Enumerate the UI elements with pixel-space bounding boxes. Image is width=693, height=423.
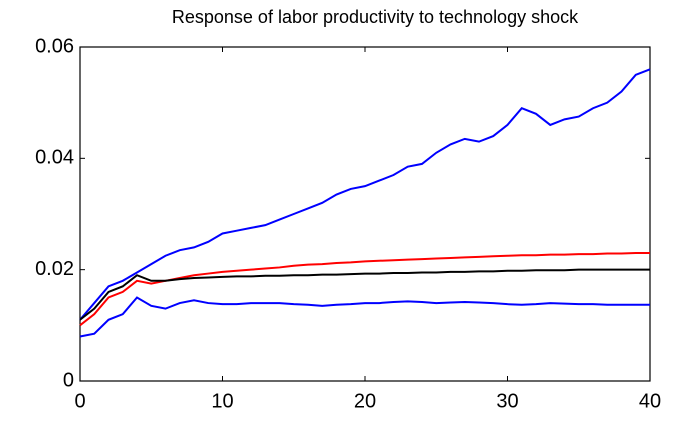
series-line <box>79 68 651 321</box>
x-tick-label: 30 <box>496 390 518 412</box>
series-line <box>79 296 650 338</box>
x-tick-label: 0 <box>74 390 85 412</box>
x-tick-label: 20 <box>354 390 376 412</box>
x-tick-label: 10 <box>211 390 233 412</box>
series-line <box>79 268 650 321</box>
y-tick-label: 0.06 <box>35 35 74 57</box>
series-line <box>79 251 650 327</box>
y-tick-label: 0 <box>63 369 74 391</box>
y-tick-label: 0.02 <box>35 258 74 280</box>
y-tick-label: 0.04 <box>35 147 74 169</box>
chart-title: Response of labor productivity to techno… <box>172 7 579 27</box>
x-tick-label: 40 <box>639 390 661 412</box>
plot-frame <box>79 46 651 382</box>
